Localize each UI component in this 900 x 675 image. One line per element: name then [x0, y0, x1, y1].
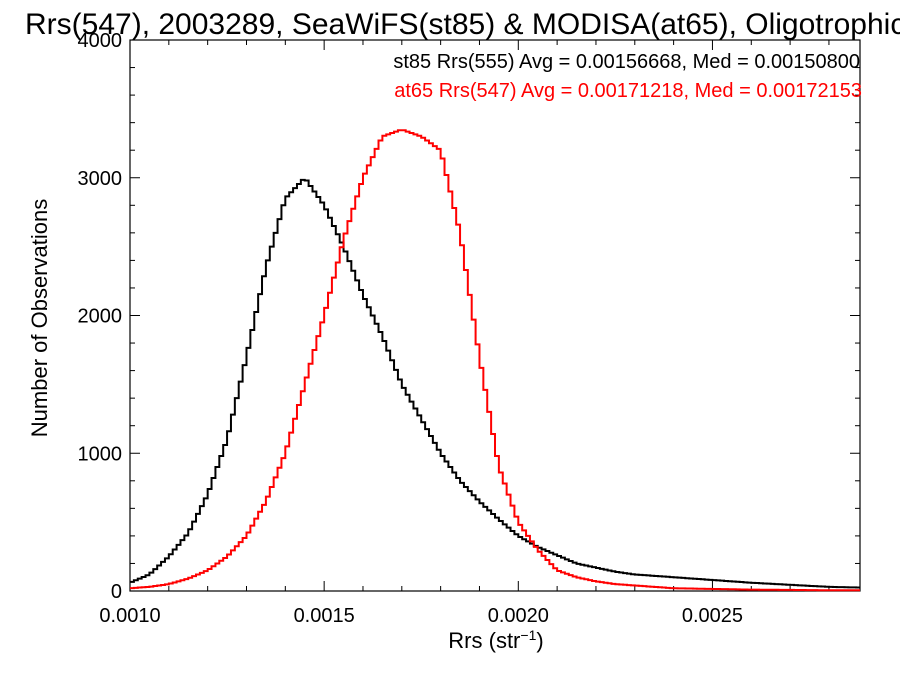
legend-st85: st85 Rrs(555) Avg = 0.00156668, Med = 0.…: [393, 51, 860, 73]
series-line-st85: [130, 178, 860, 589]
x-tick-label: 0.0020: [488, 605, 549, 627]
y-tick-label: 2000: [78, 306, 123, 328]
plot-frame: [129, 39, 861, 592]
x-tick-label: 0.0025: [682, 605, 743, 627]
y-axis-ticks: 0 1000 2000 3000 4000: [78, 30, 860, 603]
chart-title: Rrs(547), 2003289, SeaWiFS(st85) & MODIS…: [25, 8, 900, 41]
plot-border: [129, 39, 861, 592]
y-axis-label: Number of Observations: [27, 199, 52, 437]
y-tick-label: 1000: [78, 443, 123, 465]
x-axis-label-superscript: −1: [520, 627, 536, 643]
y-tick-label: 0: [111, 581, 122, 603]
legend-at65: at65 Rrs(547) Avg = 0.00171218, Med = 0.…: [394, 80, 862, 102]
x-axis-label: Rrs (str−1): [448, 627, 543, 653]
x-axis-label-close: ): [536, 628, 543, 653]
x-axis-label-main: Rrs (str: [448, 628, 520, 653]
x-axis-ticks: 0.0010 0.0015 0.0020 0.0025: [99, 40, 830, 627]
y-tick-label: 3000: [78, 168, 123, 190]
series-layer: [130, 129, 860, 592]
series-line-at65: [130, 129, 860, 592]
x-tick-label: 0.0010: [99, 605, 160, 627]
x-tick-label: 0.0015: [294, 605, 355, 627]
y-tick-label: 4000: [78, 30, 123, 52]
